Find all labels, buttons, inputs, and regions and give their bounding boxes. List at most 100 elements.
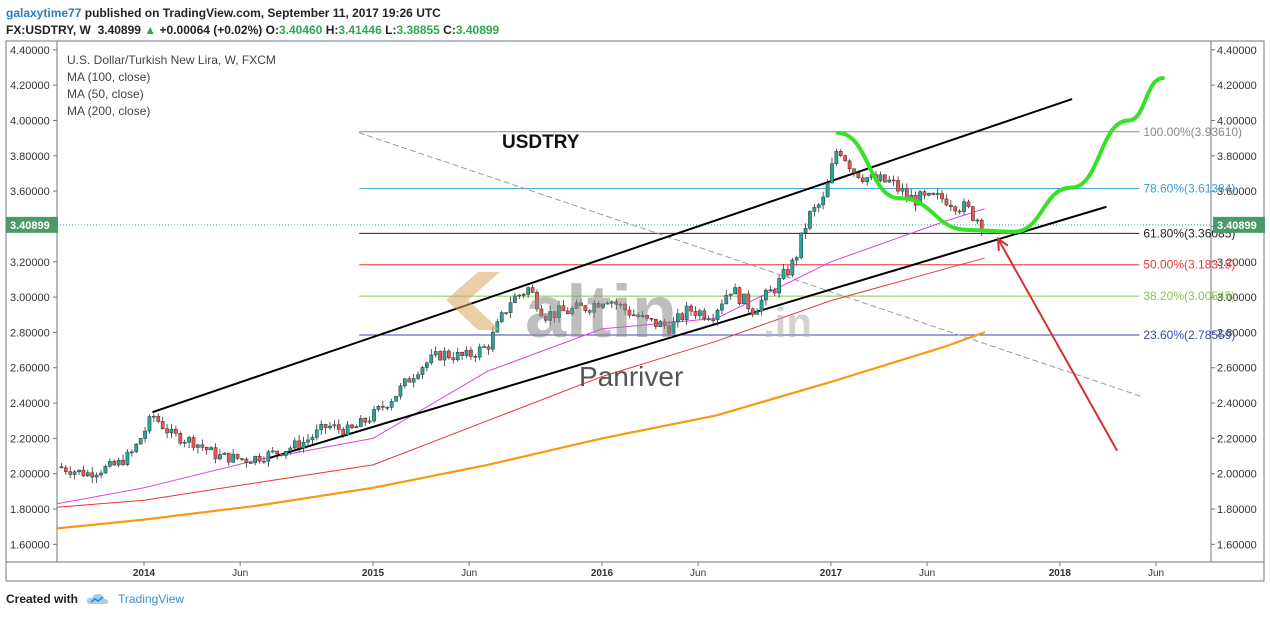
candle-body [81, 469, 86, 477]
watermark-tld: .in [763, 299, 812, 346]
fib-level-label: 61.80%(3.36085) [1143, 226, 1235, 240]
y-tick-label-left: 3.80000 [10, 151, 50, 163]
y-tick-label-right: 2.80000 [1217, 327, 1257, 339]
candle-body [742, 293, 746, 304]
candle-body [975, 219, 980, 222]
candle-body [561, 305, 566, 312]
candle-body [226, 452, 231, 463]
candle-body [306, 439, 310, 443]
candle-body [380, 406, 385, 408]
candle-body [504, 312, 508, 314]
candle-body [949, 204, 953, 208]
candle-body [583, 305, 588, 311]
candle-body [477, 346, 482, 358]
price-tag-right-bg [1213, 216, 1265, 233]
candle-body [653, 318, 658, 327]
candle-body [253, 455, 257, 464]
symbol-annotation: USDTRY [502, 132, 580, 153]
fib-level-label: 23.60%(2.78559) [1143, 328, 1235, 342]
candle-body [491, 331, 495, 350]
open-value: 3.40460 [278, 23, 323, 37]
candle-body [262, 460, 266, 463]
x-tick-label: Jun [232, 568, 248, 579]
candle-body [944, 198, 949, 206]
candle-body [125, 451, 130, 465]
y-tick-label-left: 4.40000 [10, 45, 50, 57]
channel-upper-line [152, 98, 1073, 413]
candle-body [517, 294, 522, 297]
y-tick-label-left: 4.00000 [10, 115, 50, 127]
y-tick-label-left: 3.00000 [10, 292, 50, 304]
candle-body [367, 420, 372, 423]
candle-body [649, 318, 654, 320]
candle-body [398, 385, 403, 397]
username-link[interactable]: galaxytime77 [6, 6, 82, 20]
y-tick-label-left: 1.80000 [10, 504, 50, 516]
footer: Created with TradingView [6, 592, 184, 606]
candle-body [196, 444, 200, 448]
projection-curve [835, 76, 1165, 234]
candle-body [429, 354, 434, 364]
candle-body [266, 451, 271, 462]
y-tick-label-left: 2.80000 [10, 327, 50, 339]
candle-body [209, 447, 213, 451]
candle-body [174, 429, 178, 434]
candle-body [957, 210, 962, 213]
legend-ma100[interactable]: MA (100, close) [67, 70, 150, 84]
candle-body [130, 451, 134, 454]
candle-body [856, 172, 861, 179]
tradingview-brand-link[interactable]: TradingView [118, 592, 185, 606]
candle-body [803, 228, 808, 234]
candle-body [182, 442, 187, 444]
candle-body [90, 472, 95, 478]
candle-body [103, 465, 108, 474]
candle-body [887, 179, 892, 183]
candle-body [376, 406, 381, 410]
candle-body [403, 378, 407, 387]
candle-body [535, 292, 539, 310]
candle-body [363, 418, 368, 423]
x-tick-label: Jun [1148, 568, 1164, 579]
low-value: 3.38855 [396, 23, 440, 37]
candle-body [354, 426, 359, 429]
candle-body [482, 346, 486, 348]
candle-body [680, 313, 685, 320]
candle-body [601, 303, 605, 308]
candle-body [574, 302, 579, 309]
created-with-label: Created with [6, 592, 79, 606]
candle-body [971, 206, 975, 221]
candle-body [244, 458, 249, 463]
candle-body [808, 211, 812, 229]
candle-body [790, 259, 795, 276]
candle-body [169, 429, 174, 434]
candle-body [596, 303, 601, 308]
high-value: 3.41446 [338, 23, 382, 37]
candle-body [816, 204, 821, 208]
x-tick-label: 2017 [820, 568, 843, 579]
candle-body [671, 321, 676, 334]
candle-body [358, 418, 363, 427]
candle-body [469, 349, 473, 357]
red-arrow-line [997, 238, 1118, 452]
candle-body [759, 299, 764, 312]
high-label: H: [325, 23, 339, 37]
ma100-line [56, 257, 985, 508]
legend-ma200[interactable]: MA (200, close) [67, 104, 150, 118]
price-tag-left: 3.40899 [10, 220, 50, 232]
y-tick-label-right: 3.00000 [1217, 292, 1257, 304]
candle-body [301, 441, 306, 449]
candle-body [292, 440, 297, 449]
candle-body [645, 314, 649, 319]
candle-body [94, 474, 99, 478]
candle-body [962, 201, 966, 212]
legend-ma50[interactable]: MA (50, close) [67, 87, 144, 101]
candle-body [720, 303, 724, 311]
x-tick-label: 2016 [591, 568, 614, 579]
candle-body [385, 407, 390, 409]
candle-body [592, 303, 597, 313]
watermark-logo-shape [446, 272, 500, 330]
candle-body [499, 312, 504, 323]
candle-body [425, 362, 429, 368]
candle-body [728, 293, 733, 296]
